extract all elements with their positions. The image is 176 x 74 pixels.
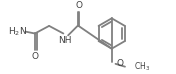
Text: NH: NH (58, 36, 72, 45)
Text: O: O (31, 52, 38, 61)
Text: O: O (75, 1, 82, 10)
Text: $\mathregular{CH_3}$: $\mathregular{CH_3}$ (134, 60, 150, 73)
Text: O: O (117, 59, 123, 68)
Text: $\mathregular{H_2N}$: $\mathregular{H_2N}$ (8, 25, 27, 38)
